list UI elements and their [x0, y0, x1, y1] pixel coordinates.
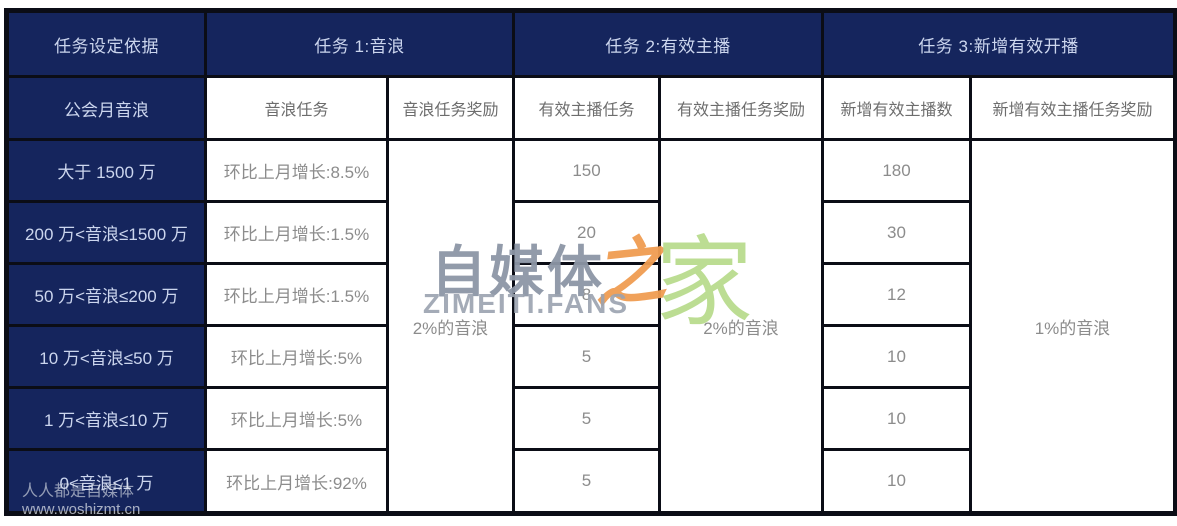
- table-header-row-1: 任务设定依据 任务 1:音浪 任务 2:有效主播 任务 3:新增有效开播: [5, 9, 1177, 78]
- header-task-basis: 任务设定依据: [5, 9, 207, 78]
- new-anchor-reward-merged-cell: 1%的音浪: [969, 138, 1177, 515]
- range-cell: 10 万<音浪≤50 万: [5, 324, 207, 389]
- yinlang-task-cell: 环比上月增长:8.5%: [204, 138, 389, 203]
- anchor-reward-merged-cell: 2%的音浪: [658, 138, 824, 515]
- anchor-task-cell: 8: [512, 262, 661, 327]
- table-row: 50 万<音浪≤200 万 环比上月增长:1.5% 8 12: [5, 262, 1176, 327]
- anchor-task-cell: 5: [512, 324, 661, 389]
- header-new-anchor-count: 新增有效主播数: [821, 75, 972, 141]
- new-anchor-count-cell: 180: [821, 138, 972, 203]
- anchor-task-cell: 5: [512, 386, 661, 451]
- table-row: 10 万<音浪≤50 万 环比上月增长:5% 5 10: [5, 324, 1176, 389]
- new-anchor-count-cell: 30: [821, 200, 972, 265]
- range-cell: 0<音浪≤1 万: [5, 448, 207, 515]
- yinlang-task-cell: 环比上月增长:92%: [204, 448, 389, 515]
- range-cell: 1 万<音浪≤10 万: [5, 386, 207, 451]
- table-row: 200 万<音浪≤1500 万 环比上月增长:1.5% 20 30: [5, 200, 1176, 265]
- yinlang-reward-merged-cell: 2%的音浪: [386, 138, 515, 515]
- yinlang-task-cell: 环比上月增长:1.5%: [204, 200, 389, 265]
- yinlang-task-cell: 环比上月增长:1.5%: [204, 262, 389, 327]
- header-new-anchor-reward: 新增有效主播任务奖励: [969, 75, 1177, 141]
- header-anchor-task: 有效主播任务: [512, 75, 661, 141]
- header-yinlang-reward: 音浪任务奖励: [386, 75, 515, 141]
- new-anchor-count-cell: 10: [821, 386, 972, 451]
- guild-task-reward-table: 任务设定依据 任务 1:音浪 任务 2:有效主播 任务 3:新增有效开播 公会月…: [4, 8, 1177, 516]
- table-header-row-2: 公会月音浪 音浪任务 音浪任务奖励 有效主播任务 有效主播任务奖励 新增有效主播…: [5, 75, 1177, 141]
- header-task2: 任务 2:有效主播: [512, 9, 824, 78]
- header-anchor-reward: 有效主播任务奖励: [658, 75, 824, 141]
- range-cell: 200 万<音浪≤1500 万: [5, 200, 207, 265]
- range-cell: 50 万<音浪≤200 万: [5, 262, 207, 327]
- table-row: 1 万<音浪≤10 万 环比上月增长:5% 5 10: [5, 386, 1176, 451]
- new-anchor-count-cell: 10: [821, 324, 972, 389]
- yinlang-task-cell: 环比上月增长:5%: [204, 324, 389, 389]
- range-cell: 大于 1500 万: [5, 138, 207, 203]
- yinlang-task-cell: 环比上月增长:5%: [204, 386, 389, 451]
- anchor-task-cell: 20: [512, 200, 661, 265]
- header-yinlang-task: 音浪任务: [204, 75, 389, 141]
- table-row: 大于 1500 万 环比上月增长:8.5% 2%的音浪 150 2%的音浪 18…: [5, 138, 1177, 515]
- header-task1: 任务 1:音浪: [204, 9, 515, 78]
- header-guild-monthly-yinlang: 公会月音浪: [5, 75, 207, 141]
- new-anchor-count-cell: 10: [821, 448, 972, 515]
- header-task3: 任务 3:新增有效开播: [821, 9, 1177, 78]
- new-anchor-count-cell: 12: [821, 262, 972, 327]
- anchor-task-cell: 5: [512, 448, 661, 515]
- anchor-task-cell: 150: [512, 138, 661, 203]
- table-row: 0<音浪≤1 万 环比上月增长:92% 5 10: [5, 448, 1176, 515]
